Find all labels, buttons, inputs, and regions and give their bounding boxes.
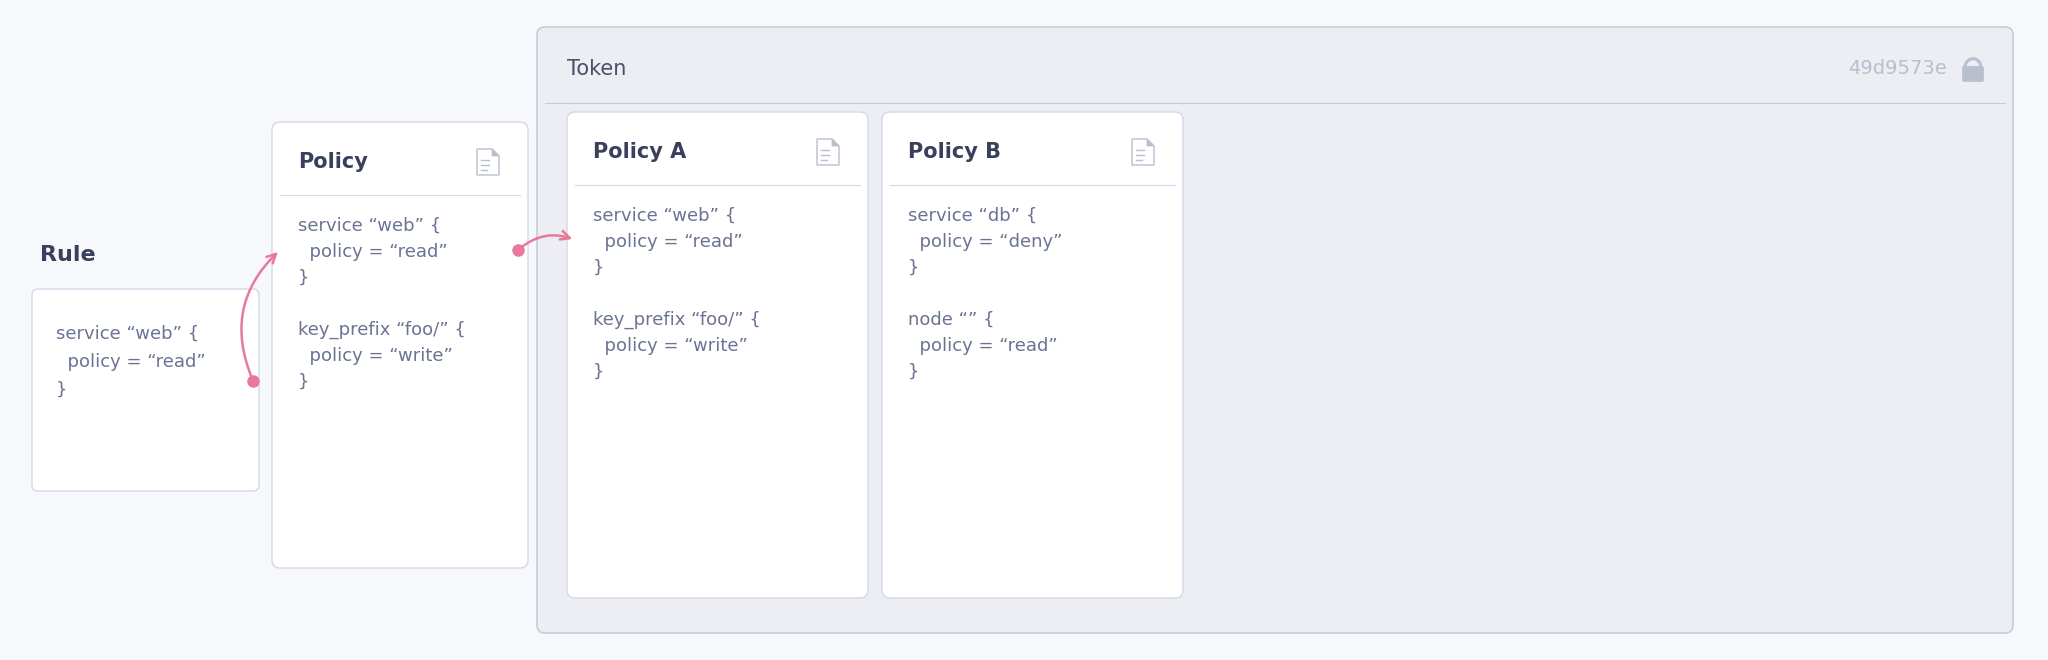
Text: key_prefix “foo/” {: key_prefix “foo/” { (594, 311, 762, 329)
FancyBboxPatch shape (1962, 67, 1985, 81)
Text: }: } (594, 259, 604, 277)
Text: }: } (907, 363, 920, 381)
FancyBboxPatch shape (883, 112, 1184, 598)
Polygon shape (817, 139, 840, 165)
Polygon shape (831, 139, 840, 146)
Text: }: } (299, 269, 309, 287)
Text: }: } (594, 363, 604, 381)
Text: policy = “write”: policy = “write” (299, 347, 453, 365)
FancyBboxPatch shape (567, 112, 868, 598)
Text: }: } (907, 259, 920, 277)
Text: service “web” {: service “web” { (55, 325, 199, 343)
Text: service “db” {: service “db” { (907, 207, 1038, 225)
Text: Policy: Policy (299, 152, 369, 172)
Text: }: } (299, 373, 309, 391)
Text: policy = “read”: policy = “read” (907, 337, 1057, 355)
FancyBboxPatch shape (272, 122, 528, 568)
Text: }: } (55, 381, 68, 399)
Polygon shape (1133, 139, 1153, 165)
Text: policy = “read”: policy = “read” (594, 233, 743, 251)
Text: policy = “read”: policy = “read” (55, 353, 205, 371)
Text: policy = “write”: policy = “write” (594, 337, 748, 355)
Polygon shape (477, 149, 500, 175)
Text: key_prefix “foo/” {: key_prefix “foo/” { (299, 321, 465, 339)
FancyBboxPatch shape (537, 27, 2013, 633)
Text: Token: Token (567, 59, 627, 79)
Text: Rule: Rule (41, 245, 96, 265)
FancyBboxPatch shape (33, 289, 258, 491)
Text: policy = “deny”: policy = “deny” (907, 233, 1063, 251)
Polygon shape (1147, 139, 1153, 146)
Text: policy = “read”: policy = “read” (299, 243, 449, 261)
Polygon shape (492, 149, 500, 156)
Text: Policy A: Policy A (594, 142, 686, 162)
Text: service “web” {: service “web” { (594, 207, 735, 225)
Text: service “web” {: service “web” { (299, 217, 440, 235)
Text: 49d9573e: 49d9573e (1847, 59, 1948, 79)
Text: Policy B: Policy B (907, 142, 1001, 162)
Text: node “” {: node “” { (907, 311, 995, 329)
